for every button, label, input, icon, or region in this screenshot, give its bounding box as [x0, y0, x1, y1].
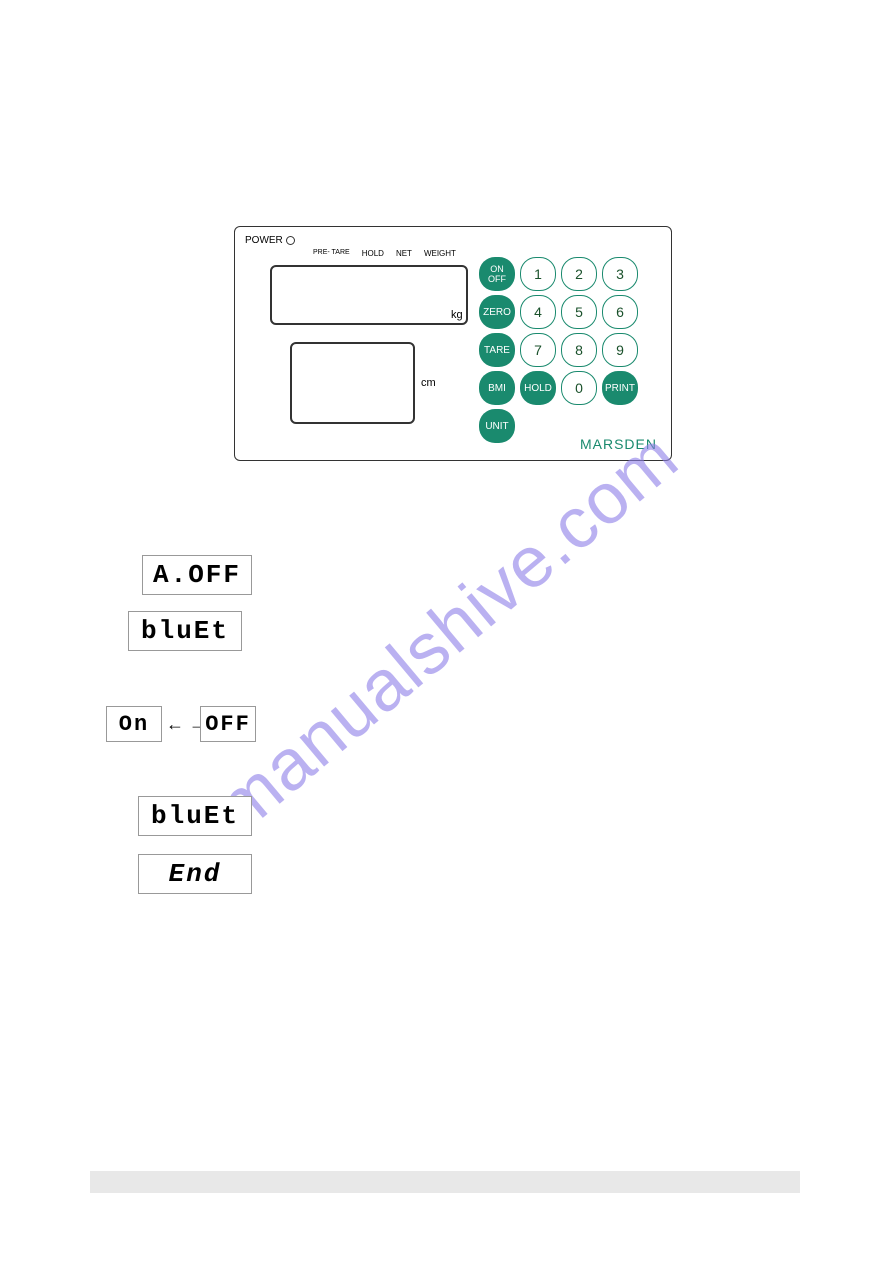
unit-button[interactable]: UNIT: [479, 409, 515, 443]
lcd-bluet-1: bluEt: [128, 611, 242, 651]
indicator-pre-tare: PRE- TARE: [313, 249, 350, 258]
label-cm: cm: [421, 377, 436, 389]
watermark: manualshive.com: [200, 415, 693, 848]
indicator-hold: HOLD: [362, 249, 384, 258]
key-7-button[interactable]: 7: [520, 333, 556, 367]
lcd-off: OFF: [200, 706, 256, 742]
on-off-button[interactable]: ON OFF: [479, 257, 515, 291]
key-8-button[interactable]: 8: [561, 333, 597, 367]
bmi-button[interactable]: BMI: [479, 371, 515, 405]
key-4-button[interactable]: 4: [520, 295, 556, 329]
tare-button[interactable]: TARE: [479, 333, 515, 367]
hold-button[interactable]: HOLD: [520, 371, 556, 405]
key-1-button[interactable]: 1: [520, 257, 556, 291]
key-9-button[interactable]: 9: [602, 333, 638, 367]
device-panel: POWER PRE- TARE HOLD NET WEIGHT kg cm ON…: [234, 226, 672, 461]
footer-bar: [90, 1171, 800, 1193]
lcd-end: End: [138, 854, 252, 894]
print-button[interactable]: PRINT: [602, 371, 638, 405]
display-kg: [270, 265, 468, 325]
key-2-button[interactable]: 2: [561, 257, 597, 291]
power-led-icon: [286, 236, 295, 245]
power-label: POWER: [245, 235, 283, 246]
indicator-weight: WEIGHT: [424, 249, 456, 258]
zero-button[interactable]: ZERO: [479, 295, 515, 329]
power-indicator: POWER: [245, 235, 295, 246]
display-cm: [290, 342, 415, 424]
lcd-aoff: A.OFF: [142, 555, 252, 595]
lcd-on: On: [106, 706, 162, 742]
key-0-button[interactable]: 0: [561, 371, 597, 405]
key-6-button[interactable]: 6: [602, 295, 638, 329]
indicator-row: PRE- TARE HOLD NET WEIGHT: [313, 249, 456, 258]
brand-label: MARSDEN: [580, 436, 657, 452]
indicator-net: NET: [396, 249, 412, 258]
lcd-bluet-2: bluEt: [138, 796, 252, 836]
label-kg: kg: [451, 309, 463, 321]
keypad: ON OFF 1 2 3 ZERO 4 5 6 TARE 7 8 9 BMI H…: [479, 257, 638, 443]
key-5-button[interactable]: 5: [561, 295, 597, 329]
key-3-button[interactable]: 3: [602, 257, 638, 291]
